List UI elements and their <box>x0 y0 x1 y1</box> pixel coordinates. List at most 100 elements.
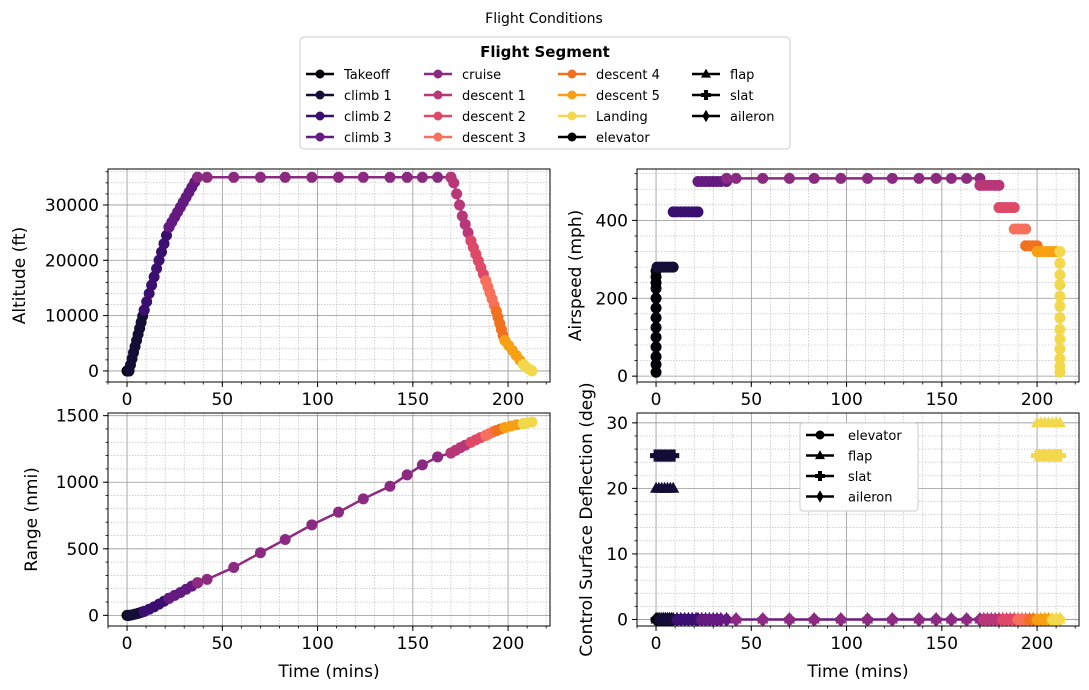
series-descent-3 <box>1008 223 1032 235</box>
data-point <box>946 614 957 625</box>
y-tick-label: 0 <box>617 610 628 630</box>
axes-frame <box>107 168 551 383</box>
x-tick-label: 50 <box>211 390 233 410</box>
data-point <box>721 172 733 184</box>
control-legend-item: aileron <box>806 490 892 506</box>
legend-marker-circle <box>433 111 443 121</box>
data-point <box>254 547 266 559</box>
data-point <box>650 331 662 343</box>
flap-series <box>1031 416 1066 428</box>
data-point <box>401 469 413 481</box>
data-point <box>333 171 345 183</box>
ticks: 0 50 100 150 200 0 500 1000 1500 <box>56 407 547 654</box>
series-cruise <box>192 171 457 183</box>
legend-marker-circle <box>433 132 443 142</box>
y-tick-label: 500 <box>67 540 99 560</box>
data-point <box>141 296 153 308</box>
legend-item: flap <box>692 68 754 83</box>
data-point <box>913 172 925 184</box>
y-tick-label: 1000 <box>56 473 99 493</box>
data-point <box>650 351 662 363</box>
zero-deflection-series <box>650 611 1066 626</box>
y-tick-label: 10000 <box>45 307 99 327</box>
data-point <box>384 171 396 183</box>
x-tick-label: 50 <box>740 390 762 410</box>
data-point <box>228 561 240 573</box>
series-descent-1 <box>974 179 1005 191</box>
series-climb-3 <box>163 171 204 233</box>
data-point <box>306 171 318 183</box>
data-point <box>650 341 662 353</box>
legend-item: descent 3 <box>424 131 526 146</box>
control-legend-item: flap <box>806 450 872 465</box>
control-legend-frame <box>799 422 919 512</box>
data-point <box>731 614 742 625</box>
data-point <box>192 577 204 589</box>
control-legend-marker-diamond <box>816 490 824 503</box>
x-axis-label: Time (mins) <box>277 662 379 682</box>
legend-item: Takeoff <box>306 68 391 83</box>
legend-item: descent 5 <box>558 89 660 104</box>
legend-marker-circle <box>433 90 443 100</box>
data-point <box>862 172 874 184</box>
data-point <box>961 172 973 184</box>
y-tick-label: 10 <box>606 545 628 565</box>
data-point <box>254 171 266 183</box>
legend-marker-circle <box>315 90 325 100</box>
legend-label: aileron <box>730 110 774 125</box>
data-point <box>451 188 463 200</box>
legend-label: climb 1 <box>344 89 392 104</box>
data-point <box>1054 366 1066 378</box>
x-axis-label: Time (mins) <box>806 662 908 682</box>
y-tick-label: 0 <box>88 362 99 382</box>
series-climb-2 <box>138 221 175 316</box>
data-point <box>432 171 444 183</box>
data-point <box>156 246 168 258</box>
altitude-panel: 0 50 100 150 200 0 10000 20000 30000 Altitude (ft… <box>10 168 551 410</box>
data-point <box>416 459 428 471</box>
data-point <box>138 304 150 316</box>
series-landing <box>517 416 538 430</box>
data-point <box>650 321 662 333</box>
series-landing <box>1054 246 1066 378</box>
data-point <box>1054 343 1066 355</box>
series-takeoff <box>650 265 662 378</box>
plot-data <box>650 416 1066 626</box>
x-tick-label: 200 <box>492 390 524 410</box>
data-point <box>692 206 704 218</box>
data-point <box>993 179 1005 191</box>
series-descent-2 <box>465 235 492 287</box>
legend-item: descent 2 <box>424 110 526 125</box>
axes-frame <box>636 168 1080 383</box>
data-point <box>151 263 163 275</box>
data-point <box>913 614 924 625</box>
y-tick-label: 0 <box>88 606 99 626</box>
legend-label: cruise <box>462 68 501 83</box>
y-tick-label: 0 <box>617 367 628 387</box>
x-tick-label: 100 <box>830 634 862 654</box>
data-point <box>1053 449 1066 462</box>
legend-marker-circle <box>315 69 325 79</box>
data-point <box>1054 269 1066 281</box>
legend-label: descent 4 <box>596 68 660 83</box>
x-tick-label: 100 <box>301 390 333 410</box>
data-point <box>931 614 942 625</box>
x-tick-label: 0 <box>122 390 133 410</box>
data-point <box>862 614 873 625</box>
data-point <box>1020 223 1032 235</box>
control-legend-label: slat <box>848 470 871 485</box>
legend-item: elevator <box>558 131 650 146</box>
plot-data <box>650 172 1066 378</box>
data-point <box>526 365 538 377</box>
control-surface-legend: elevator flap slat aileron <box>799 422 919 512</box>
y-tick-label: 30000 <box>45 196 99 216</box>
data-point <box>148 271 160 283</box>
data-point <box>809 614 820 625</box>
legend-label: climb 2 <box>344 110 392 125</box>
data-point <box>667 261 679 273</box>
ticks: 0 50 100 150 200 0 10 20 30 <box>606 414 1076 654</box>
data-point <box>808 172 820 184</box>
y-tick-label: 30 <box>606 414 628 434</box>
series-descent-5 <box>1031 246 1062 258</box>
